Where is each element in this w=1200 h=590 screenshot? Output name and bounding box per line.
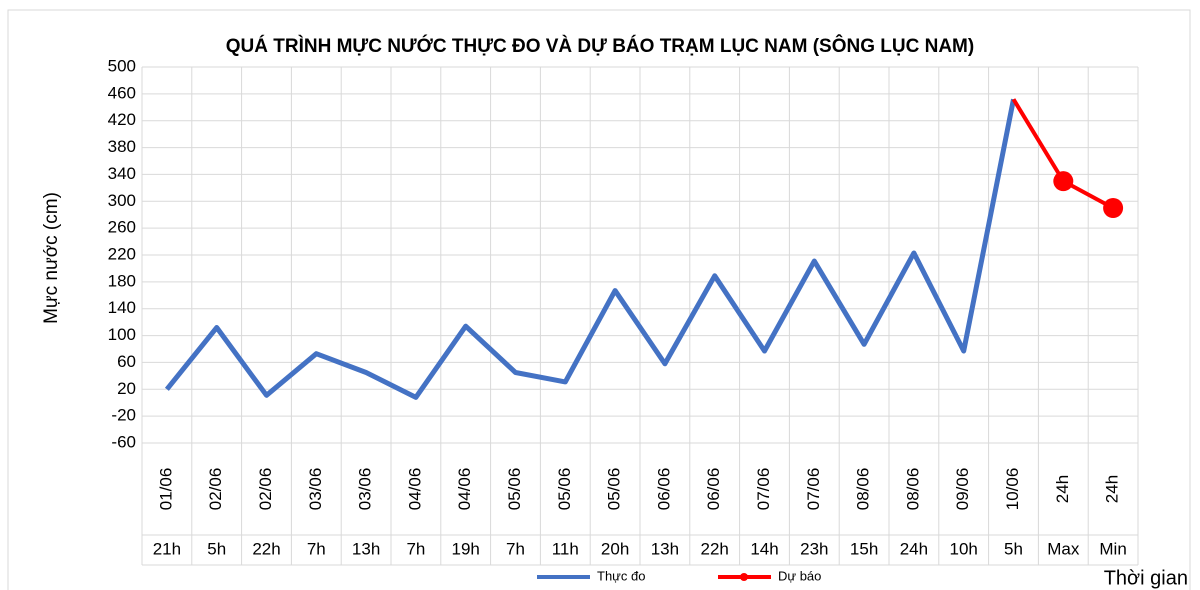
x-tick-label: 10/06 (1003, 468, 1022, 511)
x-tick-label: 01/06 (156, 468, 175, 511)
chart-title: QUÁ TRÌNH MỰC NƯỚC THỰC ĐO VÀ DỰ BÁO TRẠ… (226, 35, 974, 57)
y-tick-label: 220 (108, 244, 136, 263)
x-subtick-label: 5h (1004, 539, 1023, 558)
y-tick-label: -20 (111, 406, 136, 425)
y-tick-label: 180 (108, 271, 136, 290)
legend-label: Dự báo (778, 568, 821, 583)
x-subtick-label: Max (1047, 539, 1080, 558)
x-subtick-label: 21h (153, 539, 181, 558)
y-tick-label: 60 (117, 352, 136, 371)
x-tick-label: 05/06 (505, 468, 524, 511)
y-tick-label: 500 (108, 56, 136, 75)
x-subtick-label: 22h (252, 539, 280, 558)
x-tick-label: 04/06 (405, 468, 424, 511)
y-axis-title: Mực nước (cm) (41, 192, 62, 324)
y-tick-label: 100 (108, 325, 136, 344)
x-tick-label: 03/06 (306, 468, 325, 511)
x-tick-label: 08/06 (854, 468, 873, 511)
chart-frame (7, 9, 1191, 590)
y-tick-label: 380 (108, 137, 136, 156)
y-tick-label: 20 (117, 379, 136, 398)
x-tick-label: 03/06 (356, 468, 375, 511)
y-tick-label: 140 (108, 298, 136, 317)
x-subtick-label: 7h (406, 539, 425, 558)
x-axis-title: Thời gian (1104, 567, 1188, 589)
x-subtick-label: 22h (701, 539, 729, 558)
legend-marker (740, 573, 748, 581)
y-tick-label: 340 (108, 164, 136, 183)
x-tick-label: 08/06 (903, 468, 922, 511)
x-tick-label: 06/06 (654, 468, 673, 511)
y-tick-label: 300 (108, 191, 136, 210)
y-tick-label: 460 (108, 83, 136, 102)
x-tick-label: 06/06 (704, 468, 723, 511)
y-tick-label: -60 (111, 432, 136, 451)
x-tick-label: 07/06 (804, 468, 823, 511)
x-tick-label: 24h (1103, 475, 1122, 503)
x-subtick-label: Min (1099, 539, 1126, 558)
x-subtick-label: 13h (651, 539, 679, 558)
x-tick-label: 05/06 (555, 468, 574, 511)
x-subtick-label: 24h (900, 539, 928, 558)
x-subtick-label: 5h (207, 539, 226, 558)
x-subtick-label: 20h (601, 539, 629, 558)
x-tick-label: 05/06 (605, 468, 624, 511)
x-subtick-label: 7h (506, 539, 525, 558)
x-tick-label: 24h (1053, 475, 1072, 503)
x-subtick-label: 14h (750, 539, 778, 558)
series-marker (1053, 171, 1074, 192)
x-subtick-label: 23h (800, 539, 828, 558)
series-marker (1103, 198, 1124, 218)
x-subtick-label: 15h (850, 539, 878, 558)
x-subtick-label: 19h (452, 539, 480, 558)
x-subtick-label: 7h (307, 539, 326, 558)
x-subtick-label: 13h (352, 539, 380, 558)
x-tick-label: 07/06 (754, 468, 773, 511)
x-tick-label: 09/06 (953, 468, 972, 511)
x-subtick-label: 10h (950, 539, 978, 558)
x-tick-label: 02/06 (206, 468, 225, 511)
y-tick-label: 260 (108, 218, 136, 237)
y-tick-label: 420 (108, 110, 136, 129)
x-subtick-label: 11h (552, 539, 579, 558)
x-tick-label: 02/06 (256, 468, 275, 511)
legend-label: Thực đo (597, 568, 645, 583)
x-tick-label: 04/06 (455, 468, 474, 511)
series-line (164, 98, 1016, 400)
